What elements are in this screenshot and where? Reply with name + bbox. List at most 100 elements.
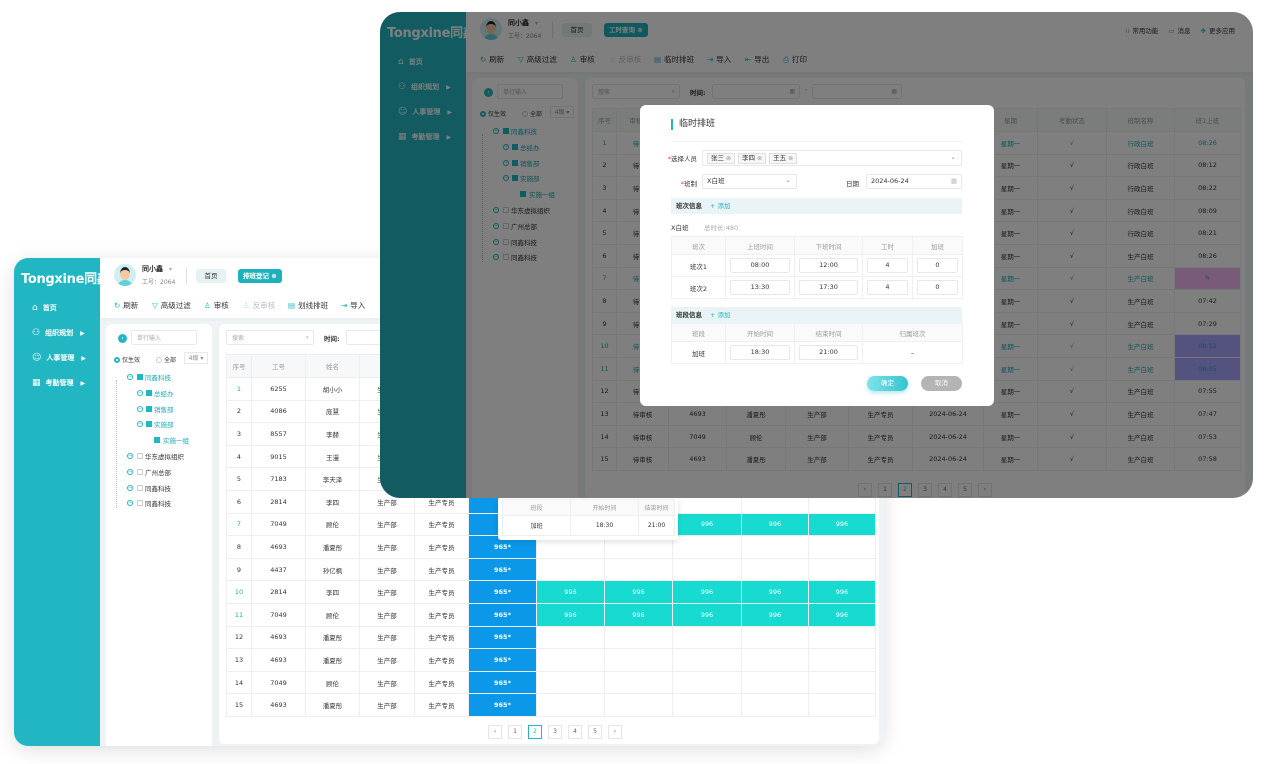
- end-time-input[interactable]: 12:00: [799, 258, 858, 273]
- header-row: 班段 开始时间 结束时间: [502, 499, 675, 516]
- hours-input[interactable]: 4: [867, 280, 908, 295]
- toolbar-button[interactable]: ⇥导入: [341, 300, 365, 311]
- table-row: 班次1 08:00 12:00 4 0: [671, 254, 963, 277]
- tree-node[interactable]: − 销售部: [106, 404, 212, 414]
- table-row[interactable]: 13 4693 潘夏彤 生产部 生产专员 965*: [226, 648, 876, 672]
- next-page-button[interactable]: ›: [608, 725, 622, 739]
- search-input[interactable]: 搜索 ⌕: [226, 330, 314, 345]
- checkbox[interactable]: [154, 437, 160, 444]
- logo: Tongxine同鑫: [21, 272, 110, 287]
- end-time-input[interactable]: 17:30: [799, 280, 858, 295]
- tree-node[interactable]: 实施一组: [106, 435, 212, 445]
- checkbox[interactable]: [137, 484, 143, 491]
- page-button[interactable]: 2: [528, 725, 542, 739]
- table-row[interactable]: 12 4693 潘夏彤 生产部 生产专员 965*: [226, 625, 876, 650]
- overtime-input[interactable]: 0: [917, 280, 958, 295]
- table-cell: 生产专员: [414, 535, 469, 559]
- staff-select[interactable]: 张三 ⊗ 李四 ⊗ 王五 ⊗ ⌄: [702, 150, 962, 166]
- add-segment-button[interactable]: + 添加: [710, 311, 731, 319]
- shift-table: 班次 上班时间 下班时间 工时 加班 班次1 08:00 12:00 4 0 班…: [671, 236, 963, 299]
- shift-select[interactable]: X白班 ⌄: [702, 174, 797, 189]
- collapse-panel-icon[interactable]: ‹: [118, 334, 127, 343]
- expand-toggle-icon[interactable]: −: [127, 484, 133, 491]
- sidebar-item[interactable]: ⚇ 组织规划 ▶: [32, 328, 85, 338]
- end-time-input[interactable]: 21:00: [799, 345, 858, 360]
- cancel-button[interactable]: 取消: [921, 376, 962, 391]
- tree-node[interactable]: − 实施部: [106, 419, 212, 429]
- expand-toggle-icon[interactable]: −: [127, 468, 133, 475]
- expand-toggle-icon[interactable]: −: [127, 453, 133, 459]
- expand-toggle-icon[interactable]: −: [137, 389, 143, 396]
- date-input[interactable]: 2024-06-24 ▦: [866, 174, 962, 189]
- checkbox[interactable]: [146, 389, 152, 396]
- tree-node[interactable]: − 广州总部: [106, 467, 212, 477]
- page-button[interactable]: 1: [508, 725, 522, 739]
- tree-filter-input[interactable]: 单行输入: [131, 330, 197, 345]
- remove-icon[interactable]: ⊗: [726, 155, 732, 162]
- import-icon: ⇥: [341, 301, 348, 310]
- sidebar-item[interactable]: ☺ 人事管理 ▶: [32, 353, 86, 363]
- tree-node[interactable]: − 华东虚拟组织: [106, 451, 212, 461]
- calendar-icon: ▦: [950, 177, 957, 185]
- toolbar-button[interactable]: ▤ 划线排班: [288, 300, 328, 311]
- start-time-input[interactable]: 18:30: [730, 345, 790, 360]
- overtime-input[interactable]: 0: [917, 258, 958, 273]
- expand-toggle-icon[interactable]: −: [127, 374, 133, 380]
- page-button[interactable]: 5: [588, 725, 602, 739]
- table-row[interactable]: 15 4693 潘夏彤 生产部 生产专员 965*: [226, 693, 876, 717]
- table-row[interactable]: 11 7049 顾伦 生产部 生产专员 965* 996 996 996 996 996: [226, 602, 876, 627]
- unaudit-icon: ♙: [243, 301, 250, 310]
- home-tab[interactable]: 首页: [196, 269, 226, 283]
- toolbar-button[interactable]: ▽高级过滤: [152, 300, 191, 311]
- column-header[interactable]: 姓名: [305, 354, 360, 378]
- tree-node[interactable]: − 同鑫科技: [106, 372, 212, 382]
- checkbox[interactable]: [137, 453, 143, 459]
- table-cell: 加班: [502, 515, 571, 536]
- radio-active-only[interactable]: 仅生效: [114, 355, 140, 364]
- prev-page-button[interactable]: ‹: [488, 725, 502, 739]
- table-cell: [741, 693, 809, 717]
- start-time-input[interactable]: 08:00: [730, 258, 790, 273]
- tree-node[interactable]: − 同鑫科技: [106, 483, 212, 493]
- tree-node[interactable]: − 同鑫科技: [106, 498, 212, 508]
- close-icon[interactable]: ⊗: [269, 272, 277, 280]
- checkbox[interactable]: [146, 405, 152, 412]
- table-cell: 生产专员: [414, 557, 469, 582]
- table-row: 加班 18:30 21:00: [502, 515, 675, 536]
- column-header[interactable]: 工号: [251, 354, 306, 378]
- remove-icon[interactable]: ⊗: [757, 155, 763, 162]
- tree-node[interactable]: − 总经办: [106, 388, 212, 398]
- sidebar-item[interactable]: ▦ 考勤管理 ▶: [32, 378, 85, 388]
- expand-toggle-icon[interactable]: −: [137, 421, 143, 428]
- toolbar-button[interactable]: ♙审核: [204, 300, 229, 311]
- checkbox[interactable]: [137, 374, 143, 380]
- toolbar-button[interactable]: ↻刷新: [114, 300, 138, 311]
- tree-node-label: 同鑫科技: [145, 374, 171, 382]
- date-label: 日期: [846, 180, 859, 188]
- table-row[interactable]: 9 4437 孙亿枫 生产部 生产专员 965*: [226, 557, 876, 582]
- checkbox[interactable]: [137, 500, 143, 507]
- checkbox[interactable]: [146, 421, 152, 428]
- add-shift-button[interactable]: + 添加: [710, 202, 731, 210]
- expand-toggle-icon[interactable]: −: [127, 500, 133, 507]
- table-cell: [536, 670, 605, 695]
- toolbar-button[interactable]: ♙反审核: [243, 300, 275, 311]
- expand-toggle-icon[interactable]: −: [137, 405, 143, 412]
- column-header[interactable]: 序号: [226, 354, 252, 378]
- people-icon: ☺: [32, 353, 42, 363]
- confirm-button[interactable]: 确定: [867, 376, 908, 391]
- user-menu[interactable]: 同小鑫 ▾: [142, 264, 172, 274]
- level-select[interactable]: 4级 ▾: [184, 352, 208, 364]
- sidebar-item[interactable]: ⌂ 首页: [32, 303, 57, 313]
- active-tab[interactable]: 排班登记 ⊗: [238, 269, 282, 283]
- remove-icon[interactable]: ⊗: [788, 155, 794, 162]
- table-row[interactable]: 10 2814 李四 生产部 生产专员 965* 996 996 996 996 996: [226, 580, 876, 604]
- hours-input[interactable]: 4: [867, 258, 908, 273]
- table-cell: [808, 693, 876, 717]
- page-button[interactable]: 3: [548, 725, 562, 739]
- checkbox[interactable]: [137, 468, 143, 475]
- page-button[interactable]: 4: [568, 725, 582, 739]
- table-row[interactable]: 14 7049 顾伦 生产部 生产专员 965*: [226, 670, 876, 695]
- radio-all[interactable]: 全部: [156, 355, 176, 364]
- start-time-input[interactable]: 13:30: [730, 280, 790, 295]
